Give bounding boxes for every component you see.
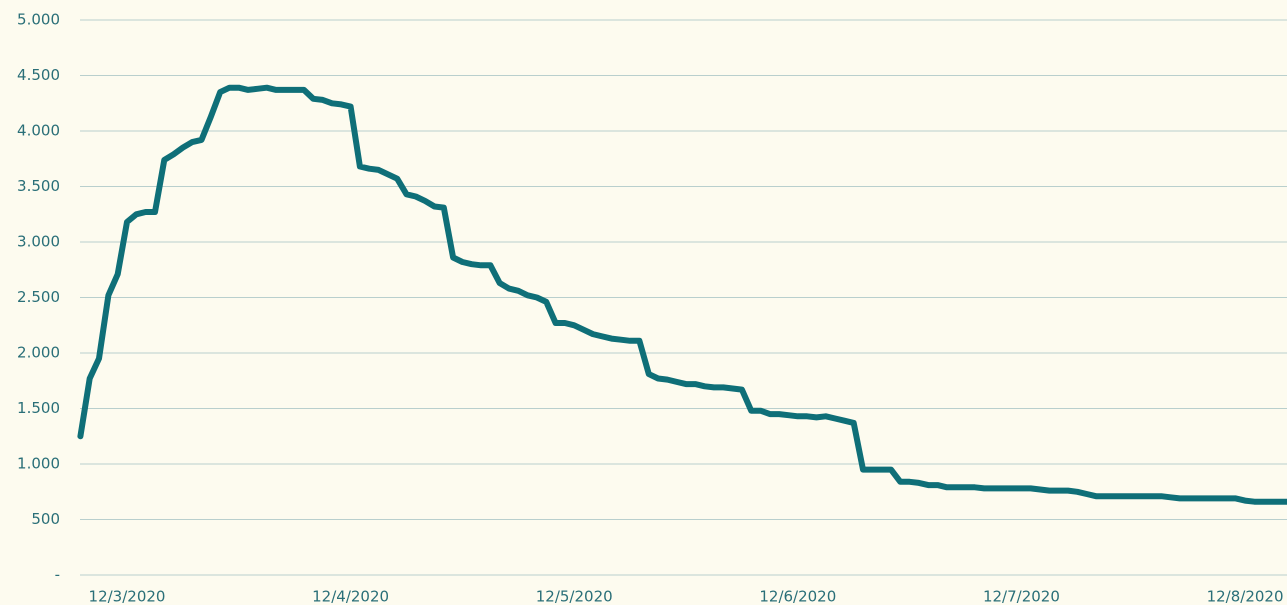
y-tick-label: 1.500 bbox=[17, 399, 60, 417]
y-tick-label: 2.500 bbox=[17, 288, 60, 306]
y-tick-label: 2.000 bbox=[17, 344, 60, 362]
y-tick-label: 500 bbox=[31, 510, 60, 528]
y-tick-label: - bbox=[55, 566, 60, 584]
x-tick-label: 12/4/2020 bbox=[312, 588, 389, 605]
y-tick-label: 1.000 bbox=[17, 455, 60, 473]
y-tick-label: 4.000 bbox=[17, 122, 60, 140]
x-tick-label: 12/6/2020 bbox=[759, 588, 836, 605]
x-tick-label: 12/7/2020 bbox=[983, 588, 1060, 605]
x-tick-label: 12/8/2020 bbox=[1207, 588, 1284, 605]
line bbox=[77, 84, 1287, 505]
x-tick-label: 12/3/2020 bbox=[89, 588, 166, 605]
y-tick-label: 4.500 bbox=[17, 66, 60, 84]
y-tick-label: 3.000 bbox=[17, 233, 60, 251]
y-tick-label: 3.500 bbox=[17, 177, 60, 195]
x-tick-label: 12/5/2020 bbox=[536, 588, 613, 605]
y-tick-label: 5.000 bbox=[17, 11, 60, 29]
